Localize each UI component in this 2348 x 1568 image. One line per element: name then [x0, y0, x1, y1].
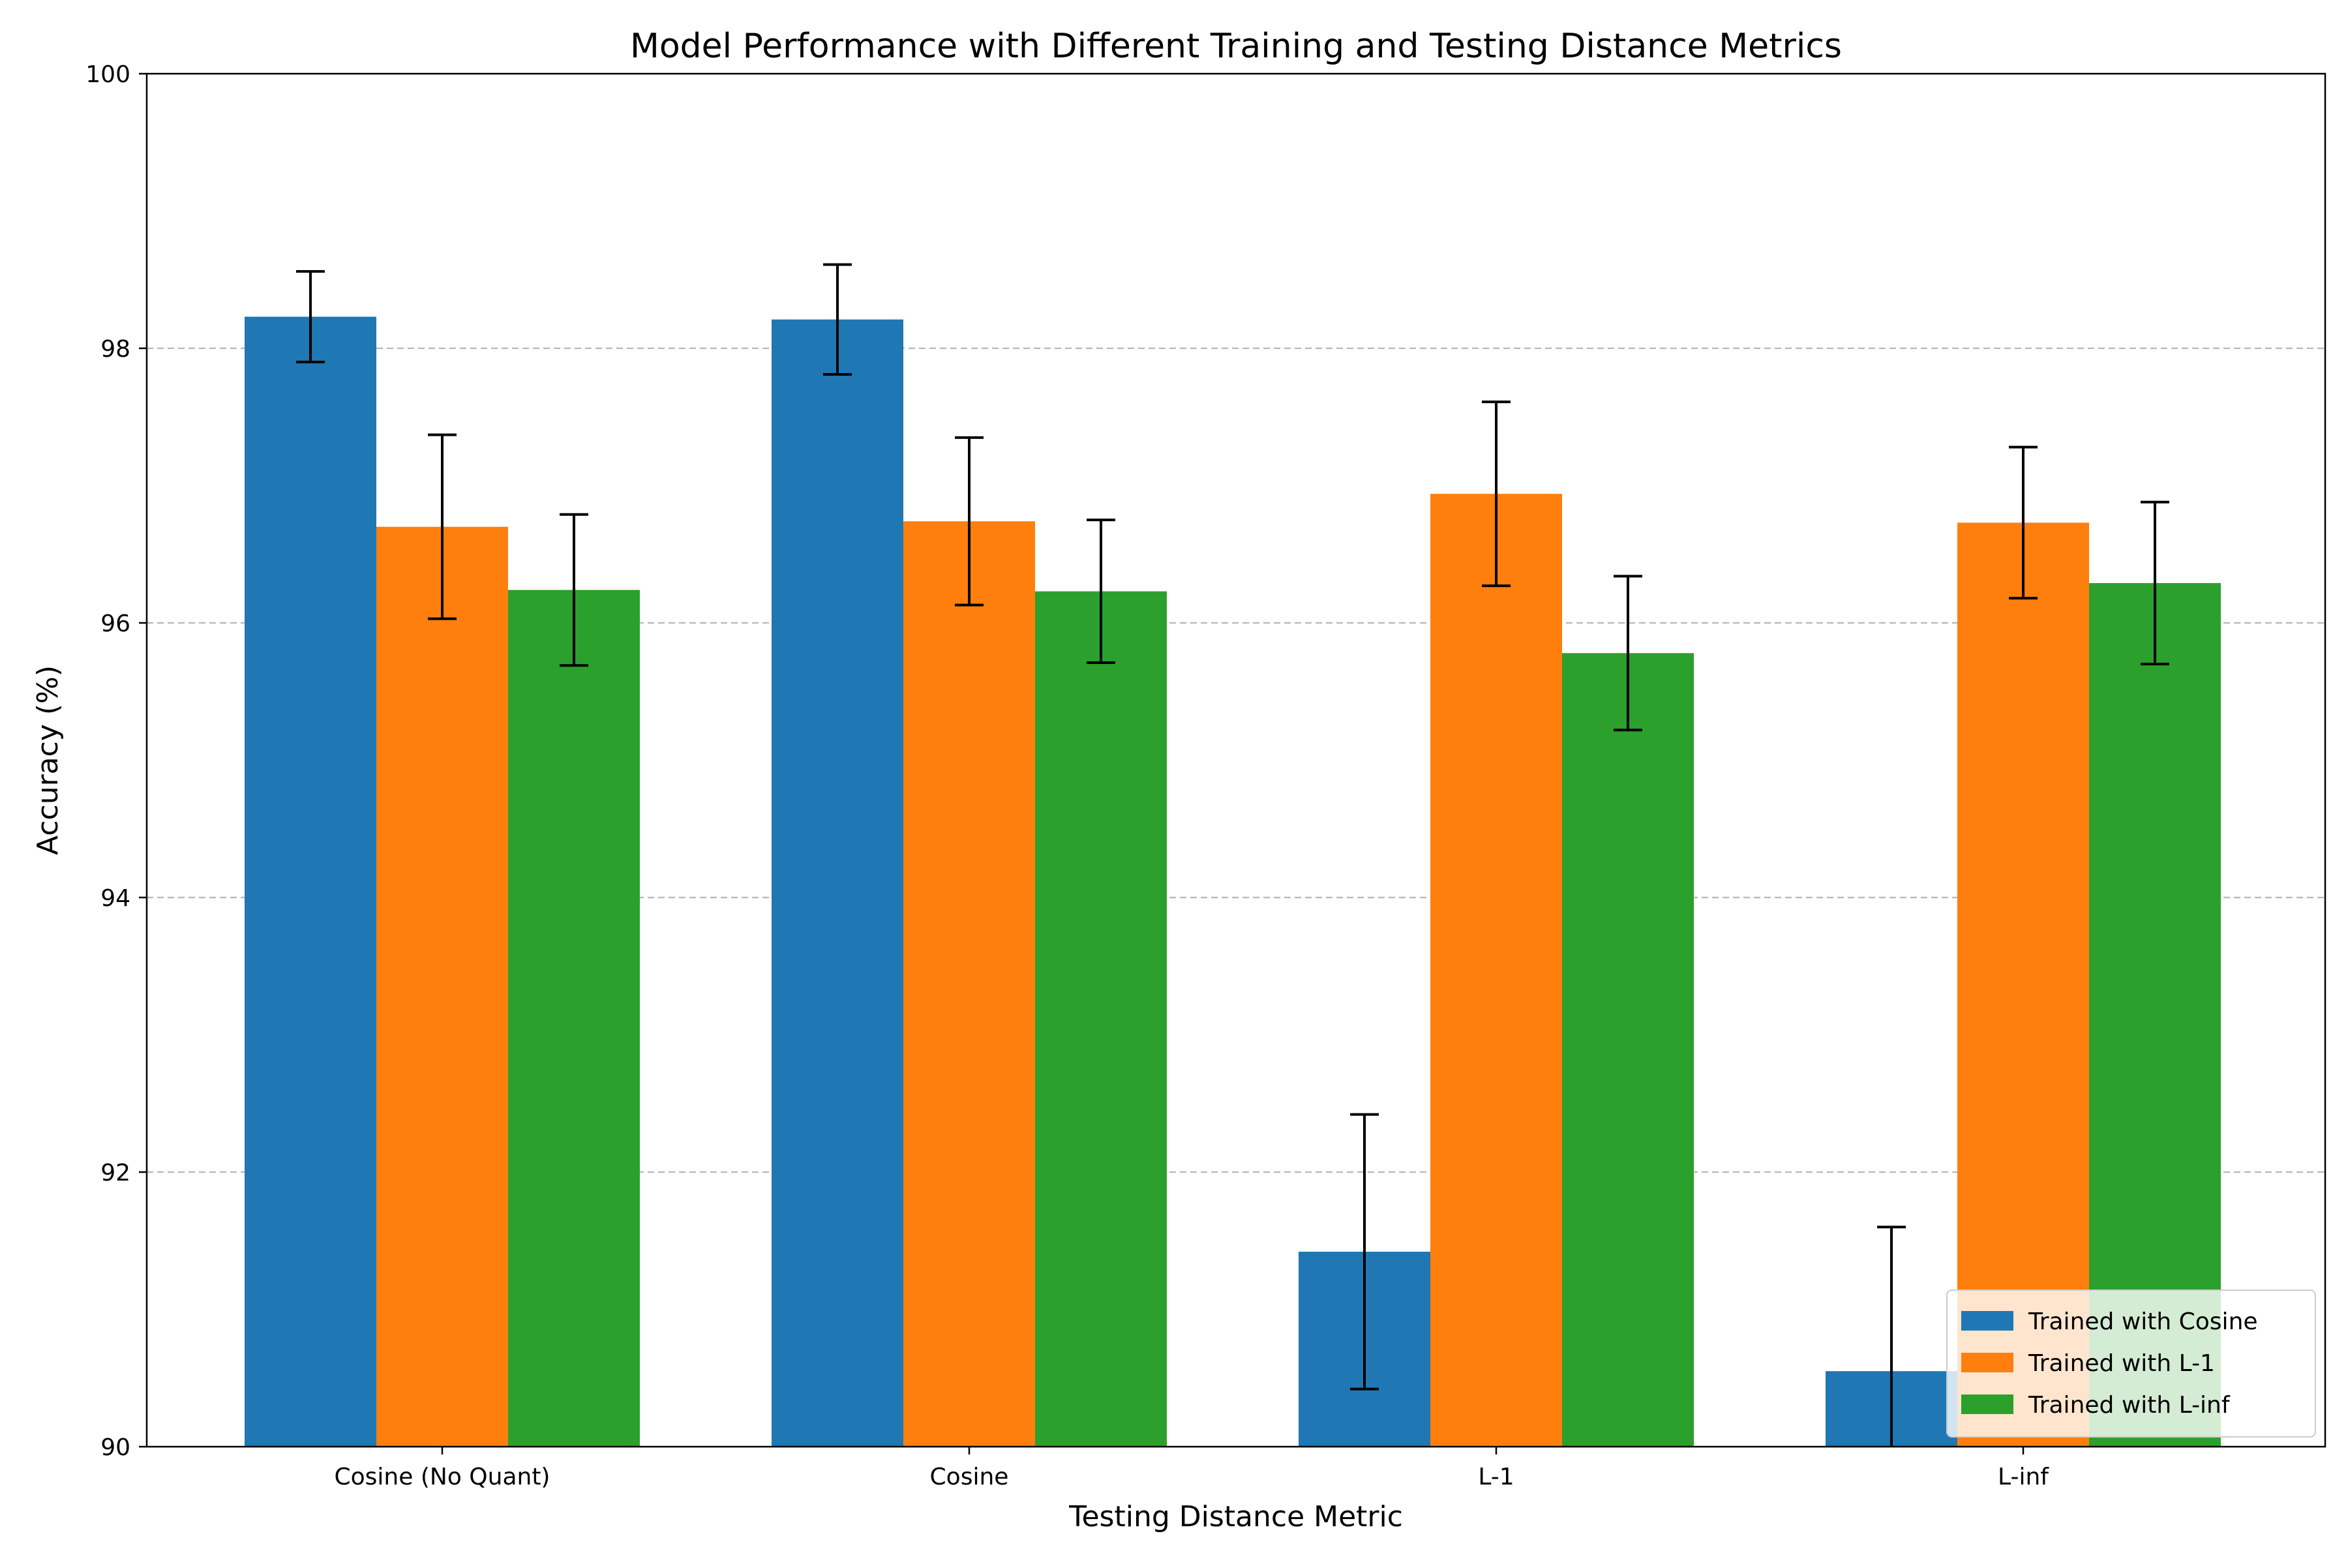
grid-lines [147, 347, 2325, 1173]
x-tick-label: Cosine [930, 1464, 1009, 1490]
legend-swatch-0 [1961, 1311, 2013, 1331]
legend-label-2: Trained with L-inf [2028, 1392, 2231, 1419]
y-tick-label: 94 [100, 885, 130, 912]
y-tick-label: 100 [85, 61, 130, 88]
bars [245, 316, 2221, 1447]
y-tick-label: 98 [100, 336, 130, 363]
y-axis-label: Accuracy (%) [31, 665, 65, 855]
legend-label-0: Trained with Cosine [2028, 1308, 2258, 1335]
legend-swatch-2 [1961, 1395, 2013, 1414]
legend-swatch-1 [1961, 1353, 2013, 1372]
y-tick-label: 96 [100, 611, 130, 637]
bar-1-0 [772, 319, 903, 1447]
plot-frame [145, 72, 2326, 1448]
chart-title: Model Performance with Different Trainin… [630, 27, 1842, 66]
x-tick-label: L-1 [1478, 1464, 1514, 1490]
legend-box [1946, 1289, 2316, 1438]
bar-1-1 [903, 521, 1035, 1447]
x-tick-label: Cosine (No Quant) [335, 1464, 550, 1490]
y-tick-label: 92 [100, 1160, 130, 1186]
bar-2-1 [1430, 494, 1562, 1447]
bar-2-2 [1562, 653, 1694, 1447]
error-bars [296, 263, 2169, 1447]
bar-0-2 [508, 590, 640, 1447]
x-tick-label: L-inf [1998, 1464, 2049, 1490]
y-axis: 90 92 94 96 98 100 [85, 61, 147, 1461]
bar-1-2 [1035, 591, 1167, 1447]
bar-0-1 [376, 526, 508, 1447]
legend: Trained with Cosine Trained with L-1 Train… [1946, 1289, 2316, 1438]
x-axis-label: Testing Distance Metric [1068, 1500, 1403, 1533]
bar-0-0 [245, 316, 376, 1447]
x-axis: Cosine (No Quant) Cosine L-1 L-inf [335, 1447, 2049, 1490]
y-tick-label: 90 [100, 1434, 130, 1461]
legend-label-1: Trained with L-1 [2028, 1350, 2215, 1377]
